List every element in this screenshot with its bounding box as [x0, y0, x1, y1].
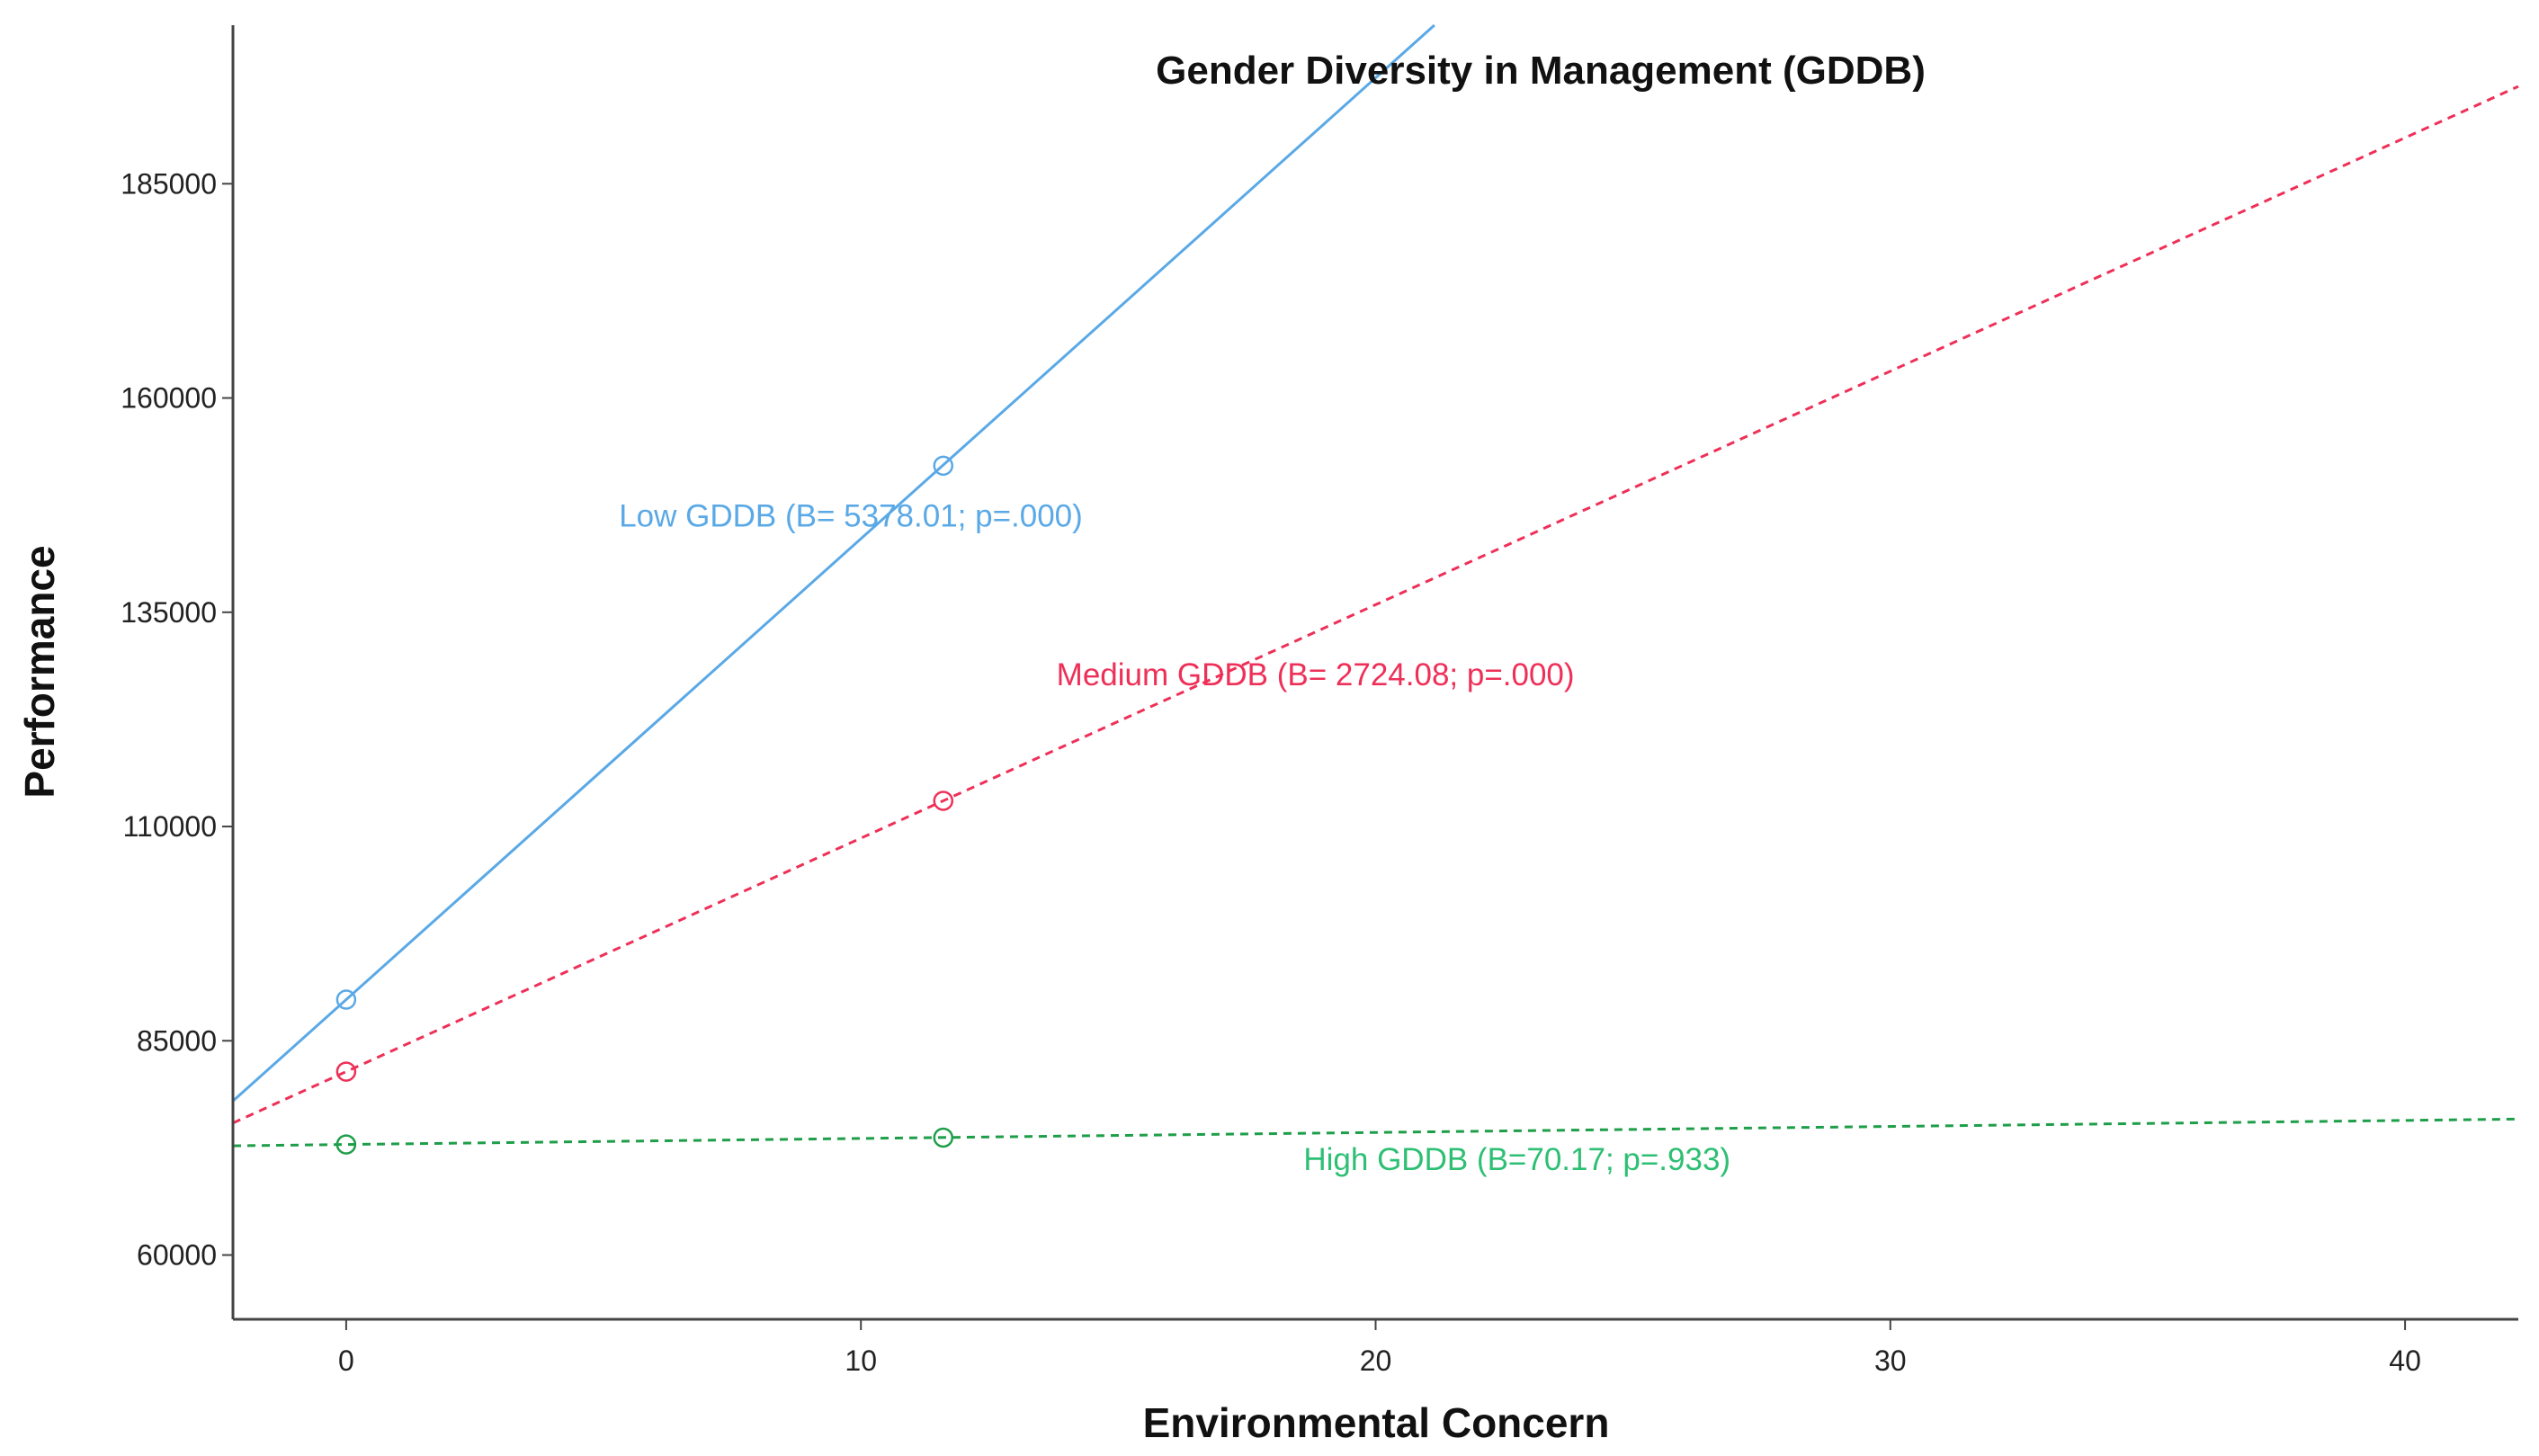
series-line-low-gddb [231, 23, 1435, 1103]
y-tick-label: 85000 [137, 1024, 217, 1057]
plot-points [335, 455, 954, 1155]
ticks: 0 10 20 30 40 60000 85000 110000 135000 160000 185… [121, 167, 2421, 1377]
series-annotation-medium-gddb: Medium GDDB (B= 2724.08; p=.000) [1057, 657, 1575, 692]
y-tick-label: 60000 [137, 1239, 217, 1272]
y-tick-label: 160000 [121, 382, 217, 415]
data-point-high-gddb [335, 1134, 357, 1155]
x-tick-label: 0 [338, 1344, 354, 1377]
y-axis-label: Performance [16, 545, 63, 798]
x-axis-label: Environmental Concern [1143, 1399, 1610, 1446]
data-point-medium-gddb [933, 791, 954, 811]
plot-lines [231, 23, 2519, 1148]
x-tick-label: 40 [2389, 1344, 2421, 1377]
chart-title: Gender Diversity in Management (GDDB) [1156, 49, 1926, 93]
y-tick-label: 110000 [123, 810, 217, 843]
y-tick-label: 135000 [121, 596, 217, 629]
series-annotation-low-gddb: Low GDDB (B= 5378.01; p=.000) [619, 498, 1083, 533]
x-tick-label: 30 [1874, 1344, 1907, 1377]
x-tick-label: 20 [1360, 1344, 1392, 1377]
y-tick-label: 185000 [121, 167, 217, 200]
series-line-high-gddb [232, 1117, 2519, 1148]
series-annotation-high-gddb: High GDDB (B=70.17; p=.933) [1303, 1142, 1730, 1177]
data-point-medium-gddb [335, 1061, 357, 1082]
data-point-low-gddb [335, 989, 357, 1010]
series-line-medium-gddb [232, 85, 2519, 1125]
x-tick-label: 10 [845, 1344, 877, 1377]
data-point-low-gddb [933, 455, 954, 477]
annotations: Low GDDB (B= 5378.01; p=.000) Medium GDDB… [619, 498, 1730, 1177]
data-point-high-gddb [933, 1127, 954, 1148]
